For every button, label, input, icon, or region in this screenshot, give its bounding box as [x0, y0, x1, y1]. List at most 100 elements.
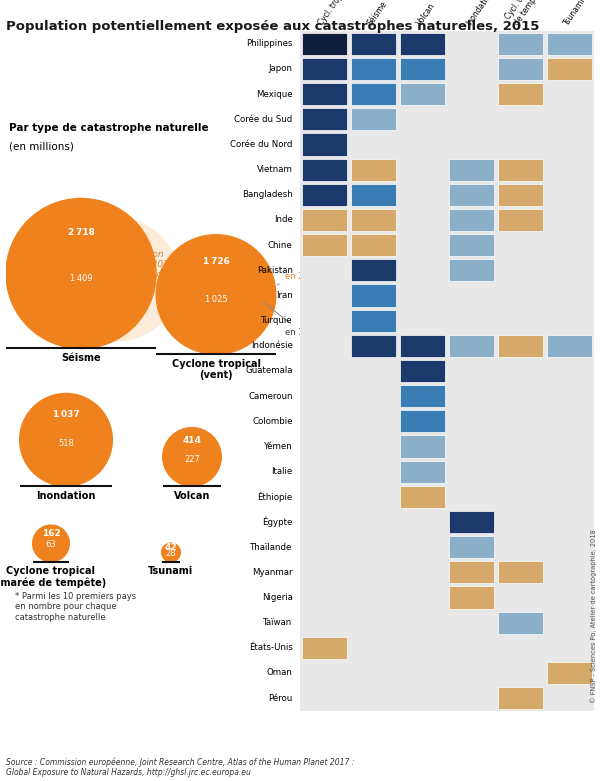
Bar	[302, 637, 347, 659]
Bar	[449, 234, 494, 256]
Bar	[449, 259, 494, 281]
Text: 1 037: 1 037	[53, 410, 79, 419]
Text: © FNSP - Sciences Po, Atelier de cartographie, 2018: © FNSP - Sciences Po, Atelier de cartogr…	[590, 530, 597, 703]
Bar	[351, 33, 396, 55]
Bar	[449, 335, 494, 357]
Text: Corée du Sud: Corée du Sud	[235, 115, 293, 124]
Text: Inde: Inde	[274, 216, 293, 224]
Bar	[400, 335, 445, 357]
Text: Bangladesh: Bangladesh	[242, 191, 293, 199]
Bar	[351, 109, 396, 130]
Text: Thaïlande: Thaïlande	[250, 543, 293, 551]
Bar	[498, 209, 543, 231]
Text: Colombie: Colombie	[252, 417, 293, 426]
Bar	[498, 612, 543, 633]
Text: États-Unis: États-Unis	[249, 644, 293, 652]
Text: 414: 414	[182, 437, 202, 445]
Bar	[351, 234, 396, 256]
Bar	[400, 58, 445, 80]
Circle shape	[156, 235, 276, 355]
Bar	[449, 184, 494, 206]
Text: Par type de catastrophe naturelle: Par type de catastrophe naturelle	[9, 123, 209, 134]
Bar	[498, 184, 543, 206]
Text: 1 025: 1 025	[205, 294, 227, 304]
Bar	[302, 184, 347, 206]
Bar	[449, 159, 494, 180]
Text: Inondation: Inondation	[37, 490, 95, 501]
Text: Taïwan: Taïwan	[263, 618, 293, 627]
Text: Turquie: Turquie	[261, 316, 293, 325]
Text: Éthiopie: Éthiopie	[257, 491, 293, 502]
Bar	[498, 83, 543, 105]
Bar	[498, 159, 543, 180]
Circle shape	[163, 427, 221, 486]
Bar	[449, 511, 494, 533]
Text: Chine: Chine	[268, 241, 293, 250]
Bar	[547, 662, 592, 684]
Bar	[449, 536, 494, 558]
Text: Population
mondiale 2015
7 384 millions: Population mondiale 2015 7 384 millions	[107, 250, 175, 280]
Text: Séisme: Séisme	[366, 0, 389, 27]
Text: Cyclone tropical
(vent): Cyclone tropical (vent)	[172, 358, 260, 380]
Text: Indonésie: Indonésie	[251, 341, 293, 351]
Bar	[449, 209, 494, 231]
Text: 518: 518	[58, 439, 74, 448]
Text: Philippines: Philippines	[246, 39, 293, 48]
Bar	[302, 234, 347, 256]
Text: Italie: Italie	[271, 467, 293, 476]
Text: Séisme: Séisme	[61, 353, 101, 363]
Text: 2 718: 2 718	[68, 228, 94, 237]
Text: Myanmar: Myanmar	[252, 568, 293, 577]
Text: 162: 162	[41, 529, 61, 538]
Circle shape	[32, 525, 70, 562]
Text: (en millions): (en millions)	[9, 141, 74, 152]
Text: * Parmi les 10 premiers pays
en nombre pour chaque
catastrophe naturelle: * Parmi les 10 premiers pays en nombre p…	[15, 592, 136, 622]
Text: Cameroun: Cameroun	[248, 391, 293, 401]
Bar	[400, 461, 445, 483]
Bar	[302, 58, 347, 80]
Bar	[302, 83, 347, 105]
Bar	[449, 587, 494, 608]
Bar	[400, 33, 445, 55]
Bar	[351, 83, 396, 105]
Bar	[547, 33, 592, 55]
Bar	[400, 486, 445, 508]
Text: Cycl. trop. (marée
de tempête): Cycl. trop. (marée de tempête)	[504, 0, 560, 27]
Bar	[351, 58, 396, 80]
Text: Pakistan: Pakistan	[257, 266, 293, 275]
Text: 227: 227	[184, 455, 200, 464]
Bar	[351, 184, 396, 206]
Circle shape	[6, 198, 156, 348]
Text: Tsunami: Tsunami	[562, 0, 587, 27]
Bar	[498, 33, 543, 55]
Bar	[449, 562, 494, 583]
Bar	[400, 83, 445, 105]
Bar	[547, 335, 592, 357]
Text: 63: 63	[46, 540, 56, 549]
Text: en 1975: en 1975	[263, 302, 319, 337]
Bar	[498, 562, 543, 583]
Text: en 2015: en 2015	[277, 272, 319, 284]
Bar	[547, 58, 592, 80]
Circle shape	[161, 543, 181, 562]
Bar	[302, 134, 347, 155]
Bar	[351, 309, 396, 332]
Text: Population potentiellement exposée aux catastrophes naturelles, 2015: Population potentiellement exposée aux c…	[6, 20, 539, 33]
Bar	[302, 209, 347, 231]
Text: Cyclone tropical
(marée de tempête): Cyclone tropical (marée de tempête)	[0, 566, 106, 588]
Text: Égypte: Égypte	[262, 517, 293, 527]
Text: Cycl. trop. (vent): Cycl. trop. (vent)	[317, 0, 361, 27]
Text: Source : Commission européenne, Joint Research Centre, Atlas of the Human Planet: Source : Commission européenne, Joint Re…	[6, 758, 355, 777]
Bar	[498, 335, 543, 357]
Bar	[400, 410, 445, 433]
Text: Inondation: Inondation	[464, 0, 495, 27]
Bar	[302, 33, 347, 55]
Text: Mexique: Mexique	[256, 90, 293, 98]
Bar	[400, 435, 445, 458]
Text: Pérou: Pérou	[268, 694, 293, 703]
Text: 1 726: 1 726	[203, 257, 229, 266]
Bar	[498, 687, 543, 709]
Text: Corée du Nord: Corée du Nord	[230, 140, 293, 149]
Text: Oman: Oman	[267, 669, 293, 677]
Text: Volcan: Volcan	[415, 2, 437, 27]
